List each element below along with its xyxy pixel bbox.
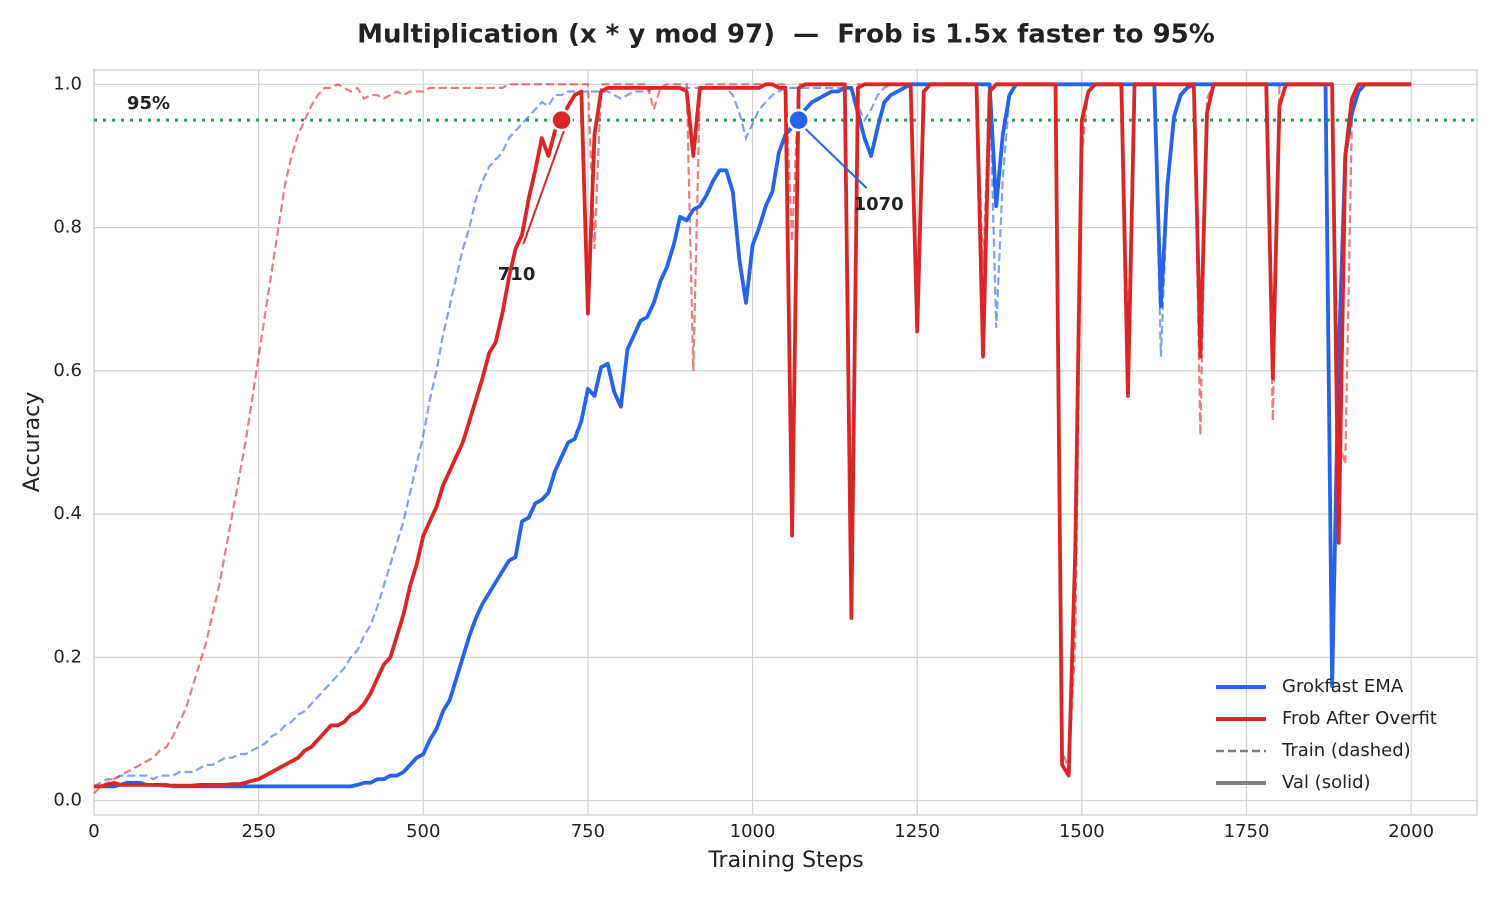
annotation-arrow [522,125,567,245]
grid: 0.0 0.2 0.4 0.6 0.8 1.0 0 250 500 750 1000 1250 1500… [53,69,1478,842]
x-tick-label: 1500 [1059,821,1105,842]
y-tick-label: 1.0 [53,73,82,94]
plot-frame [93,69,1478,816]
y-tick-label: 0.2 [53,646,82,667]
y-tick-label: 0.4 [53,503,82,524]
annotation-marker [787,108,810,132]
x-tick-label: 0 [88,821,99,842]
annotation-label: 710 [498,264,536,285]
annotation-arrow [801,125,868,189]
legend-label: Grokfast EMA [1282,676,1404,697]
x-tick-label: 250 [241,821,275,842]
x-axis-label: Training Steps [707,848,863,873]
annotation-marker [550,108,573,132]
legend-label: Train (dashed) [1281,740,1411,761]
plot: 95% 710 1070 [93,82,1477,795]
y-axis-label: Accuracy [20,392,45,492]
y-tick-label: 0.0 [53,790,82,811]
annotation-label: 1070 [854,194,904,215]
x-tick-label: 1250 [894,821,940,842]
legend-label: Val (solid) [1282,772,1371,793]
y-tick-label: 0.6 [53,360,82,381]
x-tick-label: 2000 [1388,821,1434,842]
threshold-label: 95% [127,93,170,114]
val-line [94,82,1412,789]
legend: Grokfast EMA Frob After Overfit Train (das… [1216,676,1437,793]
x-tick-label: 1000 [730,821,776,842]
y-tick-label: 0.8 [53,217,82,238]
x-tick-label: 500 [406,821,440,842]
x-tick-label: 1750 [1224,821,1270,842]
legend-label: Frob After Overfit [1282,708,1437,729]
x-tick-label: 750 [571,821,605,842]
chart-title: Multiplication (x * y mod 97) — Frob is … [357,20,1215,50]
